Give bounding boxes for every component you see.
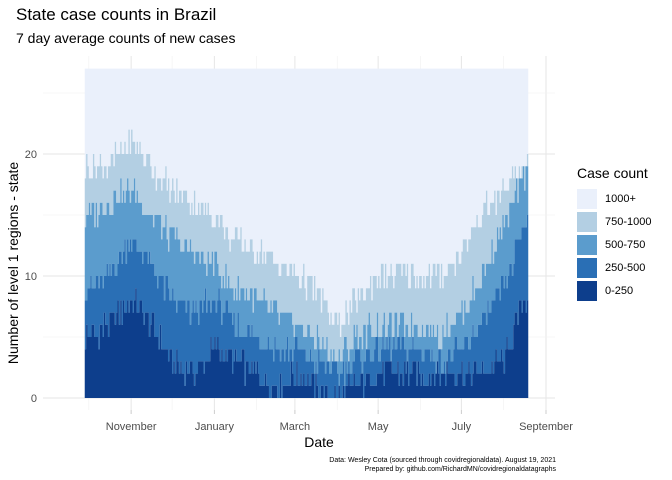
y-axis-title: Number of level 1 regions - state <box>5 162 21 365</box>
legend-swatch <box>577 257 597 278</box>
x-tick-label: November <box>106 421 157 433</box>
x-tick-label: March <box>280 421 311 433</box>
legend-label: 500-750 <box>605 238 646 251</box>
legend-label: 750-1000 <box>605 215 652 228</box>
area-band-0-250 <box>84 288 529 398</box>
chart-subtitle: 7 day average counts of new cases <box>16 30 236 46</box>
x-tick-label: May <box>368 421 389 433</box>
legend-title: Case count <box>577 165 648 181</box>
legend-item: 250-500 <box>577 256 652 279</box>
legend-item: 750-1000 <box>577 210 652 233</box>
legend-swatch <box>577 280 597 301</box>
chart-title: State case counts in Brazil <box>16 5 217 24</box>
x-axis-title: Date <box>304 434 334 450</box>
legend-item: 0-250 <box>577 279 652 302</box>
legend-label: 0-250 <box>605 284 634 297</box>
x-tick-label: September <box>519 421 573 433</box>
legend-label: 250-500 <box>605 261 646 274</box>
legend-label: 1000+ <box>605 192 636 205</box>
area-band-750-1000 <box>84 129 529 362</box>
area-band-1000plus <box>84 68 529 337</box>
legend-item: 1000+ <box>577 187 652 210</box>
area-band-500-750 <box>84 166 529 386</box>
x-tick-label: January <box>195 421 235 433</box>
legend-swatch <box>577 211 597 232</box>
legend-item: 500-750 <box>577 233 652 256</box>
y-tick-label: 10 <box>25 271 37 283</box>
caption: Data: Wesley Cota (sourced through covid… <box>329 456 556 474</box>
caption-line: Prepared by: github.com/RichardMN/covidr… <box>364 466 556 473</box>
y-tick-label: 20 <box>25 149 37 161</box>
legend: Case count 1000+ 750-1000 500-750 250-50… <box>577 165 652 302</box>
legend-swatch <box>577 234 597 255</box>
area-band-250-500 <box>84 215 529 398</box>
legend-swatch <box>577 188 597 209</box>
y-tick-label: 0 <box>31 393 37 405</box>
x-tick-label: July <box>452 421 472 433</box>
caption-line: Data: Wesley Cota (sourced through covid… <box>329 457 556 464</box>
